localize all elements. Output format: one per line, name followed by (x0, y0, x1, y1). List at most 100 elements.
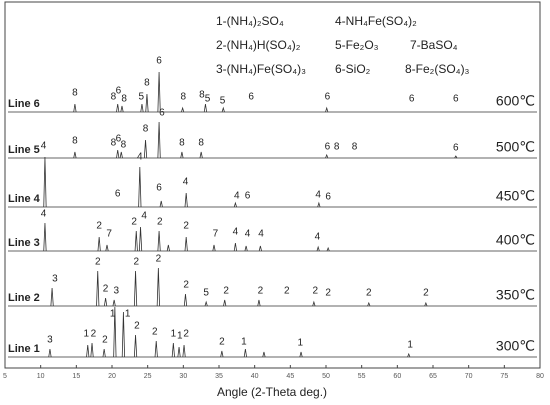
peak-label: 2 (103, 284, 109, 295)
peak-label: 6 (156, 183, 162, 194)
peak (312, 300, 316, 307)
peak-label: 1 (407, 340, 413, 351)
peak (244, 245, 248, 252)
phase-label: 4-NH₄Fe(SO₄)₂ (335, 14, 417, 28)
peak (43, 222, 47, 252)
peak-label: 1 (125, 309, 131, 320)
peak-label: 5 (220, 96, 226, 107)
peak-label: 6 (325, 192, 331, 203)
peak-label: 8 (198, 138, 204, 149)
peak-label: 1 (298, 338, 304, 349)
peak-label: 8 (121, 140, 127, 151)
peak (203, 103, 208, 113)
temperature-label: 400℃ (496, 232, 535, 248)
peak-label: 6 (325, 142, 331, 153)
peak (166, 244, 170, 252)
peak-label: 8 (199, 90, 205, 101)
peak (367, 301, 371, 307)
peak-label: 4 (245, 229, 251, 240)
peak-label: 6 (409, 94, 415, 105)
series-label: Line 5 (8, 144, 40, 156)
peak (212, 244, 216, 252)
peak (325, 153, 329, 159)
peak (233, 242, 238, 252)
peak-label: 8 (72, 136, 78, 147)
peak (133, 334, 138, 358)
peak-label: 2 (313, 286, 319, 297)
peak-label: 8 (144, 78, 150, 89)
series-label: Line 4 (8, 193, 41, 205)
x-tick-label: 5 (3, 373, 7, 380)
x-tick-label: 20 (108, 373, 116, 380)
peak-label: 8 (179, 138, 185, 149)
peak-label: 7 (213, 229, 219, 240)
peak (221, 106, 225, 113)
peak-label: 4 (234, 191, 240, 202)
peak-label: 4 (183, 177, 189, 188)
peak (154, 340, 158, 358)
peak (112, 299, 116, 307)
peak (73, 103, 77, 113)
peak (223, 299, 227, 307)
peak (262, 351, 266, 358)
peak-label: 2 (284, 286, 290, 297)
peak-label: 5 (203, 288, 209, 299)
peak-label: 2 (91, 329, 97, 340)
peak (103, 297, 108, 307)
peak-label: 2 (96, 221, 102, 232)
peak (145, 93, 149, 113)
peak (97, 236, 101, 252)
peak-label: 1 (241, 337, 247, 348)
peak-label: 4 (141, 211, 147, 222)
peak (43, 156, 47, 208)
x-tick-label: 40 (251, 373, 259, 380)
temperature-label: 500℃ (496, 139, 535, 155)
x-tick-label: 70 (465, 373, 473, 380)
peak-label: 3 (113, 286, 119, 297)
plot-frame (4, 1, 541, 369)
series-label: Line 2 (8, 292, 40, 304)
phase-label: 1-(NH₄)₂SO₄ (216, 14, 284, 28)
peak-label: 2 (258, 286, 264, 297)
series-label: Line 6 (8, 98, 40, 110)
peak (157, 121, 161, 159)
x-tick-label: 55 (358, 373, 366, 380)
peak (50, 287, 54, 307)
peak-label: 6 (453, 143, 459, 154)
temperature-label: 300℃ (496, 338, 535, 354)
peak (184, 236, 188, 252)
peak-label: 6 (245, 191, 251, 202)
peak-label: 8 (334, 142, 340, 153)
peak-label: 6 (115, 189, 121, 200)
peak (177, 346, 181, 358)
peak-label: 2 (223, 286, 229, 297)
peak-label: 8 (121, 94, 127, 105)
peak-label: 6 (159, 108, 165, 119)
x-tick-label: 75 (500, 373, 508, 380)
peak (184, 192, 188, 208)
peak-label: 4 (315, 232, 321, 243)
peak-label: 4 (41, 141, 47, 152)
peak (180, 151, 184, 159)
peak-label: 6 (453, 94, 459, 105)
peak-label: 1 (171, 329, 177, 340)
peak (156, 267, 160, 307)
peak-label: 2 (183, 221, 189, 232)
peak (143, 139, 148, 159)
peak-label: 2 (131, 217, 137, 228)
peak-label: 8 (111, 92, 117, 103)
peak-label: 2 (152, 327, 158, 338)
peak-label: 3 (47, 335, 53, 346)
x-tick-label: 35 (215, 373, 223, 380)
peak (48, 348, 52, 358)
peak (407, 352, 411, 358)
peak-label: 2 (183, 329, 189, 340)
peak (204, 300, 208, 307)
peak-label: 8 (72, 88, 78, 99)
peak (325, 106, 329, 113)
peak (86, 344, 90, 358)
peak-label: 2 (183, 280, 189, 291)
peak (121, 311, 126, 358)
peak (120, 105, 124, 113)
